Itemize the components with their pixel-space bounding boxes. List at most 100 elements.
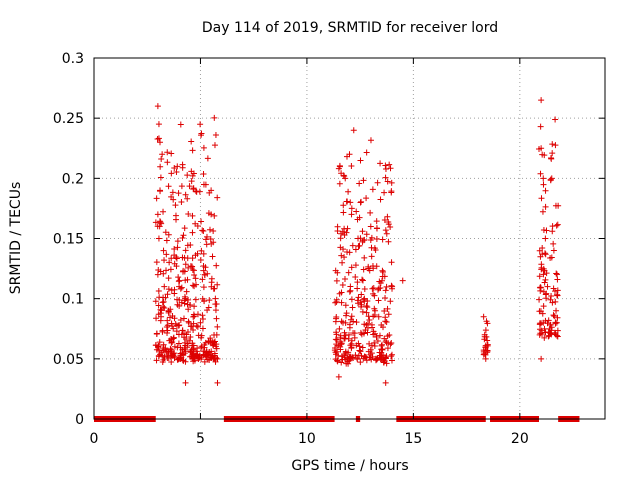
data-point <box>554 327 561 334</box>
data-point <box>379 236 386 243</box>
data-point <box>209 353 216 360</box>
x-tick-label: 5 <box>196 431 205 447</box>
data-point <box>181 300 188 307</box>
data-point <box>375 313 382 320</box>
data-point <box>348 296 355 303</box>
data-point <box>164 291 171 298</box>
data-point <box>157 174 164 181</box>
data-point <box>338 359 345 366</box>
data-point <box>182 277 189 284</box>
axis-ticks: 0 0.05 0.1 0.15 0.2 0.25 0.3 0 5 10 15 20 <box>53 51 605 447</box>
data-point <box>192 296 199 303</box>
data-point <box>179 254 186 261</box>
data-point <box>337 334 344 341</box>
x-tick-label: 15 <box>404 431 422 447</box>
data-point <box>399 277 406 284</box>
data-point <box>348 162 355 169</box>
data-point <box>153 315 160 322</box>
data-point <box>553 270 560 277</box>
data-point <box>165 349 172 356</box>
data-point <box>184 242 191 249</box>
data-point <box>192 220 199 227</box>
data-point <box>334 223 341 230</box>
x-tick-label: 0 <box>90 431 99 447</box>
data-point <box>537 308 544 315</box>
data-point <box>360 177 367 184</box>
data-point <box>385 221 392 228</box>
data-point <box>202 264 209 271</box>
data-point <box>541 250 548 257</box>
data-point <box>366 354 373 361</box>
data-point <box>178 183 185 190</box>
data-point <box>379 341 386 348</box>
data-point <box>176 296 183 303</box>
data-point <box>549 150 556 157</box>
data-point <box>214 379 221 386</box>
data-point <box>374 179 381 186</box>
data-point <box>356 343 363 350</box>
data-point <box>540 175 547 182</box>
data-point <box>175 278 182 285</box>
data-point <box>337 244 344 251</box>
data-point <box>552 288 559 295</box>
data-point <box>536 321 543 328</box>
data-point <box>379 346 386 353</box>
data-point <box>552 319 559 326</box>
data-point <box>366 316 373 323</box>
data-point <box>377 285 384 292</box>
data-point <box>481 331 488 338</box>
data-point <box>382 338 389 345</box>
data-point <box>207 335 214 342</box>
data-point <box>175 340 182 347</box>
data-point <box>357 348 364 355</box>
data-point <box>177 121 184 128</box>
data-point <box>160 347 167 354</box>
data-point <box>376 278 383 285</box>
data-point <box>171 164 178 171</box>
data-point <box>169 312 176 319</box>
data-point <box>548 292 555 299</box>
data-point <box>357 329 364 336</box>
data-point <box>206 226 213 233</box>
data-point <box>376 332 383 339</box>
data-point <box>203 348 210 355</box>
data-point <box>550 247 557 254</box>
data-point <box>183 336 190 343</box>
data-point <box>539 208 546 215</box>
data-point <box>541 152 548 159</box>
data-point <box>177 317 184 324</box>
data-point <box>348 337 355 344</box>
data-point <box>182 379 189 386</box>
data-point <box>154 103 161 110</box>
data-point <box>184 329 191 336</box>
data-point <box>184 172 191 179</box>
data-point <box>198 130 205 137</box>
data-point <box>359 344 366 351</box>
data-point <box>372 357 379 364</box>
data-point <box>389 283 396 290</box>
data-point <box>337 235 344 242</box>
data-point <box>342 348 349 355</box>
data-point <box>166 259 173 266</box>
data-point <box>346 357 353 364</box>
data-point <box>190 350 197 357</box>
data-point <box>373 333 380 340</box>
data-point <box>186 183 193 190</box>
data-point <box>346 324 353 331</box>
data-point <box>333 336 340 343</box>
data-point <box>371 245 378 252</box>
data-point <box>176 283 183 290</box>
data-point <box>200 144 207 151</box>
data-point <box>338 252 345 259</box>
data-point <box>213 315 220 322</box>
data-point <box>340 202 347 209</box>
data-point <box>198 343 205 350</box>
data-point <box>367 236 374 243</box>
data-point <box>345 331 352 338</box>
data-point <box>208 279 215 286</box>
data-point <box>375 297 382 304</box>
data-point <box>199 276 206 283</box>
data-point <box>185 211 192 218</box>
data-point <box>335 373 342 380</box>
data-point <box>179 357 186 364</box>
